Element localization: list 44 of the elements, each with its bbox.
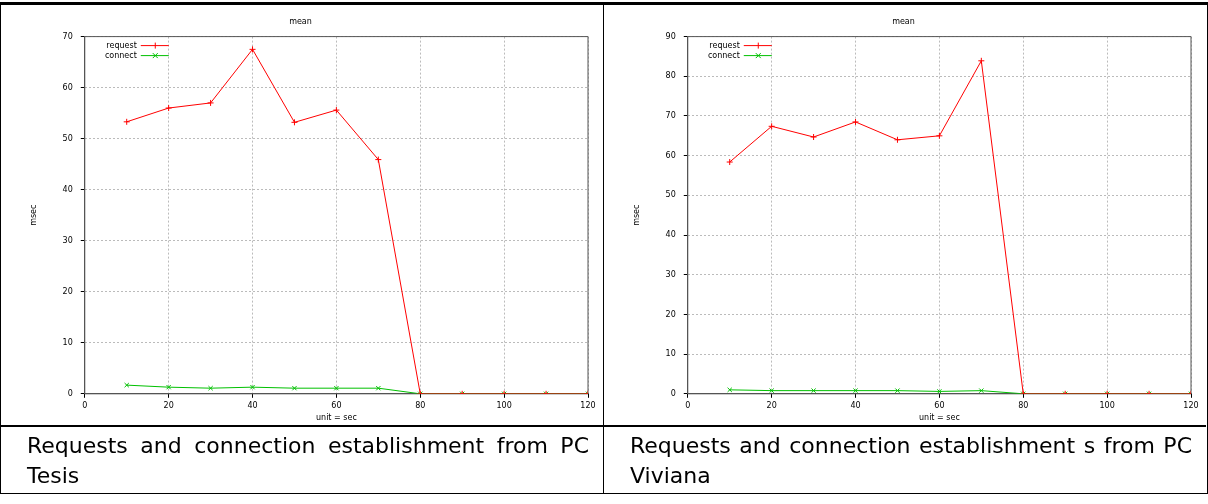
y-axis-title: msec xyxy=(28,204,38,226)
y-tick-label: 70 xyxy=(665,111,676,121)
x-tick-label: 100 xyxy=(496,400,512,410)
y-tick-label: 10 xyxy=(62,337,73,347)
y-tick-label: 60 xyxy=(665,150,676,160)
y-tick-label: 0 xyxy=(670,388,676,398)
legend-label: connect xyxy=(707,50,740,60)
x-axis-title: unit = sec xyxy=(919,413,960,423)
y-tick-label: 40 xyxy=(62,184,73,194)
x-tick-label: 40 xyxy=(247,400,258,410)
legend-label: connect xyxy=(104,50,137,60)
y-tick-label: 80 xyxy=(665,71,676,81)
x-tick-label: 100 xyxy=(1099,400,1115,410)
chart-title: mean xyxy=(289,16,312,26)
x-tick-label: 40 xyxy=(850,400,861,410)
x-tick-label: 80 xyxy=(1018,400,1029,410)
y-axis-title: msec xyxy=(631,204,641,226)
y-tick-label: 70 xyxy=(62,31,73,41)
x-tick-label: 80 xyxy=(415,400,426,410)
x-tick-label: 20 xyxy=(163,400,174,410)
y-tick-label: 30 xyxy=(665,269,676,279)
y-tick-label: 20 xyxy=(665,309,676,319)
x-tick-label: 0 xyxy=(82,400,88,410)
x-tick-label: 60 xyxy=(331,400,342,410)
y-tick-label: 40 xyxy=(665,230,676,240)
y-tick-label: 30 xyxy=(62,235,73,245)
y-tick-label: 20 xyxy=(62,286,73,296)
y-tick-label: 50 xyxy=(62,133,73,143)
y-tick-label: 50 xyxy=(665,190,676,200)
legend-label: request xyxy=(106,40,137,50)
y-tick-label: 10 xyxy=(665,349,676,359)
y-tick-label: 90 xyxy=(665,31,676,41)
x-tick-label: 60 xyxy=(934,400,945,410)
x-axis-title: unit = sec xyxy=(316,413,357,423)
legend-label: request xyxy=(709,40,740,50)
chart-title: mean xyxy=(892,16,915,26)
text: Requests and connection establishment s from PC Viviana xyxy=(604,425,1206,493)
x-tick-label: 120 xyxy=(1183,400,1199,410)
y-tick-label: 0 xyxy=(67,388,73,398)
x-tick-label: 0 xyxy=(685,400,691,410)
x-tick-label: 120 xyxy=(580,400,596,410)
y-tick-label: 60 xyxy=(62,82,73,92)
text: Requests and connection establishment from PC Tesis xyxy=(1,425,603,493)
x-tick-label: 20 xyxy=(766,400,777,410)
